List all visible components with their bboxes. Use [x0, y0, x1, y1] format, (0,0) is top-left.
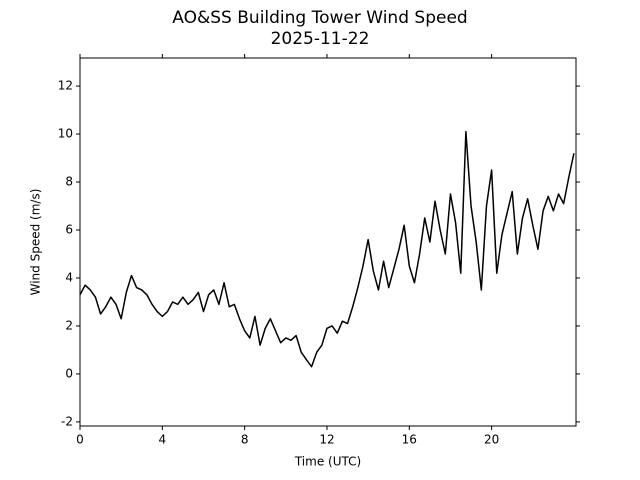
plot-frame	[79, 57, 577, 427]
y-tick-label: 0	[65, 366, 73, 380]
y-tick-label: 2	[65, 318, 73, 332]
x-tick-label: 16	[402, 433, 417, 447]
y-tick-label: 10	[58, 127, 73, 141]
x-tick-label: 12	[319, 433, 334, 447]
x-tick-label: 20	[484, 433, 499, 447]
y-tick-label: 4	[65, 270, 73, 284]
y-tick-label: 12	[58, 79, 73, 93]
y-tick-label: 8	[65, 175, 73, 189]
data-line	[79, 130, 575, 368]
x-tick-label: 0	[76, 433, 84, 447]
x-axis-label: Time (UTC)	[294, 455, 361, 469]
chart-title: AO&SS Building Tower Wind Speed	[172, 8, 467, 28]
y-axis-label: Wind Speed (m/s)	[29, 189, 43, 296]
x-tick-label: 4	[159, 433, 167, 447]
y-tick-label: -2	[61, 414, 73, 428]
chart-subtitle: 2025-11-22	[271, 29, 370, 49]
x-tick-label: 8	[241, 433, 249, 447]
y-tick-label: 6	[65, 223, 73, 237]
